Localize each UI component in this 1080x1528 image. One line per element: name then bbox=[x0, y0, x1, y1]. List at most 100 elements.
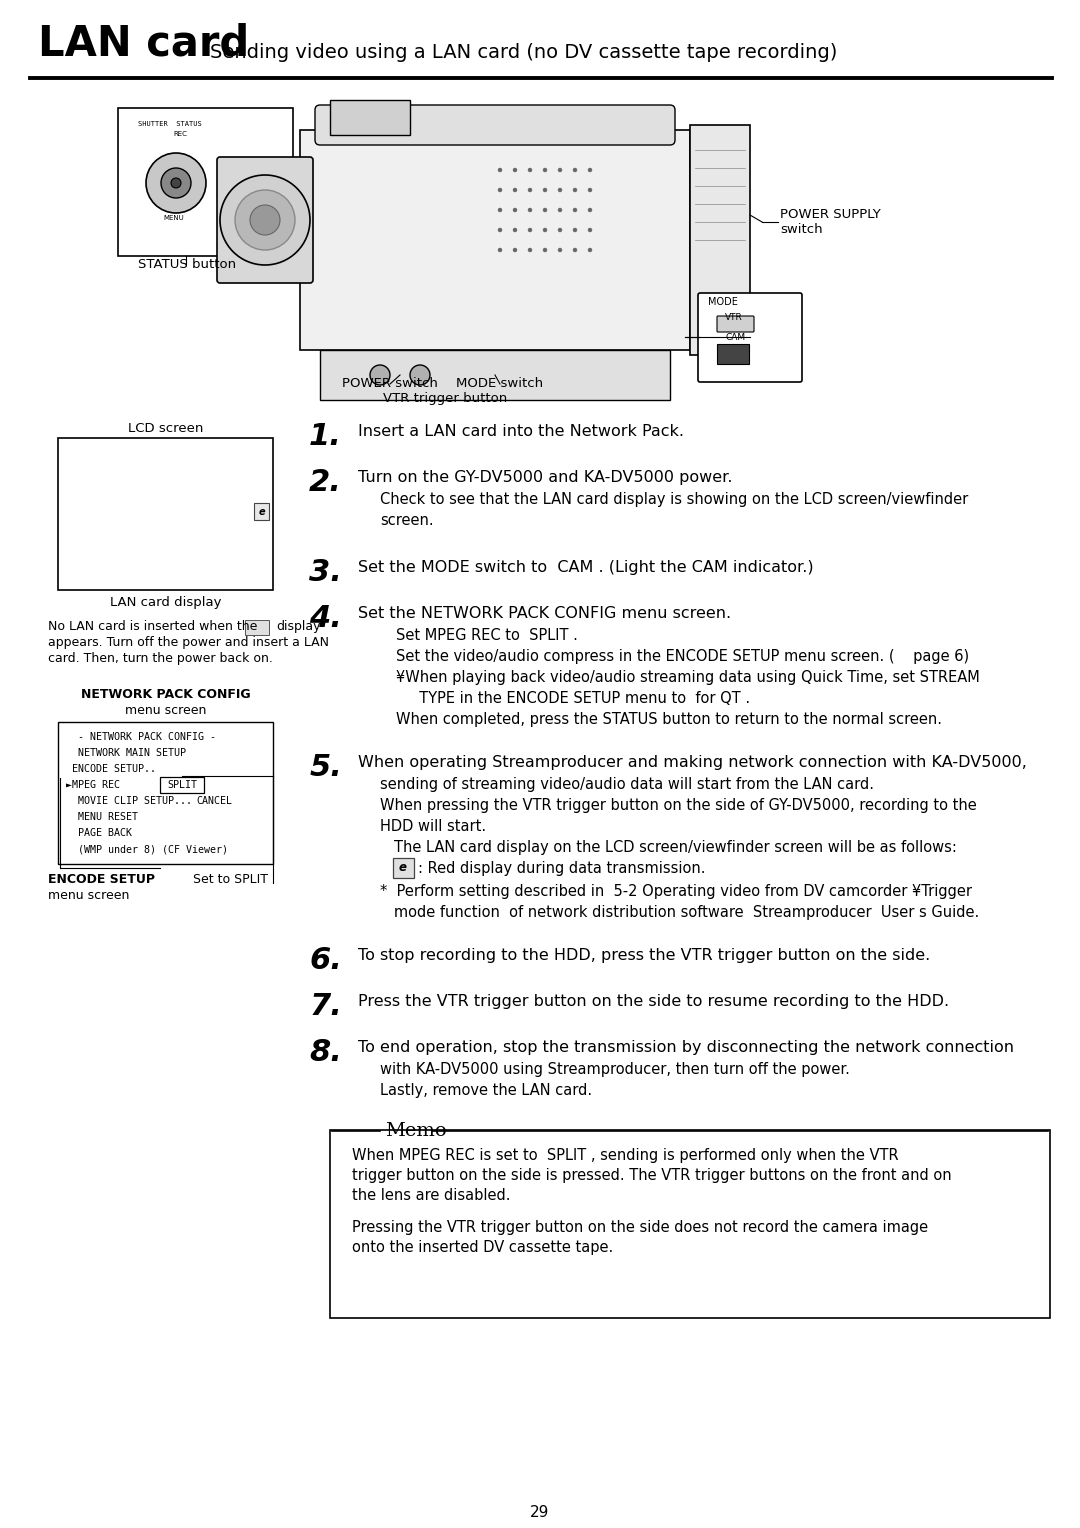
Circle shape bbox=[498, 188, 502, 193]
Text: REC: REC bbox=[173, 131, 187, 138]
Text: 5.: 5. bbox=[309, 753, 342, 782]
Text: menu screen: menu screen bbox=[48, 889, 130, 902]
Text: e: e bbox=[258, 507, 265, 516]
Circle shape bbox=[513, 168, 517, 173]
Circle shape bbox=[543, 188, 546, 193]
Circle shape bbox=[558, 188, 562, 193]
FancyBboxPatch shape bbox=[245, 620, 269, 636]
Text: 3.: 3. bbox=[309, 558, 342, 587]
Circle shape bbox=[588, 248, 592, 252]
Circle shape bbox=[146, 153, 206, 212]
FancyBboxPatch shape bbox=[717, 344, 750, 364]
Text: ¥When playing back video/audio streaming data using Quick Time, set STREAM: ¥When playing back video/audio streaming… bbox=[396, 669, 980, 685]
Text: MOVIE CLIP SETUP...: MOVIE CLIP SETUP... bbox=[66, 796, 192, 805]
Circle shape bbox=[573, 248, 577, 252]
Text: No LAN card is inserted when the: No LAN card is inserted when the bbox=[48, 620, 257, 633]
Circle shape bbox=[558, 248, 562, 252]
Circle shape bbox=[370, 365, 390, 385]
Text: the lens are disabled.: the lens are disabled. bbox=[352, 1187, 511, 1203]
Text: card. Then, turn the power back on.: card. Then, turn the power back on. bbox=[48, 652, 273, 665]
Text: Sending video using a LAN card (no DV cassette tape recording): Sending video using a LAN card (no DV ca… bbox=[210, 43, 837, 63]
Circle shape bbox=[161, 168, 191, 199]
Text: LAN card display: LAN card display bbox=[110, 596, 221, 610]
Text: POWER SUPPLY: POWER SUPPLY bbox=[780, 208, 881, 222]
FancyBboxPatch shape bbox=[217, 157, 313, 283]
Circle shape bbox=[498, 248, 502, 252]
Circle shape bbox=[513, 188, 517, 193]
Text: When completed, press the STATUS button to return to the normal screen.: When completed, press the STATUS button … bbox=[396, 712, 942, 727]
Text: appears. Turn off the power and insert a LAN: appears. Turn off the power and insert a… bbox=[48, 636, 329, 649]
Text: menu screen: menu screen bbox=[125, 704, 206, 717]
Circle shape bbox=[528, 208, 532, 212]
Text: TYPE in the ENCODE SETUP menu to  for QT .: TYPE in the ENCODE SETUP menu to for QT … bbox=[410, 691, 751, 706]
Text: e: e bbox=[399, 860, 407, 874]
Circle shape bbox=[513, 248, 517, 252]
Text: 7.: 7. bbox=[309, 992, 342, 1021]
Text: switch: switch bbox=[780, 223, 823, 235]
Text: Set the NETWORK PACK CONFIG menu screen.: Set the NETWORK PACK CONFIG menu screen. bbox=[357, 607, 731, 620]
Circle shape bbox=[543, 208, 546, 212]
Text: Memo: Memo bbox=[384, 1122, 447, 1140]
Circle shape bbox=[558, 228, 562, 232]
Circle shape bbox=[573, 208, 577, 212]
FancyBboxPatch shape bbox=[58, 439, 273, 590]
Circle shape bbox=[513, 208, 517, 212]
Circle shape bbox=[573, 188, 577, 193]
Circle shape bbox=[513, 228, 517, 232]
Text: trigger button on the side is pressed. The VTR trigger buttons on the front and : trigger button on the side is pressed. T… bbox=[352, 1167, 951, 1183]
Text: CANCEL: CANCEL bbox=[195, 796, 232, 805]
FancyBboxPatch shape bbox=[320, 350, 670, 400]
Text: Set MPEG REC to  SPLIT .: Set MPEG REC to SPLIT . bbox=[396, 628, 578, 643]
Circle shape bbox=[498, 228, 502, 232]
Text: Press the VTR trigger button on the side to resume recording to the HDD.: Press the VTR trigger button on the side… bbox=[357, 995, 949, 1008]
Text: When operating Streamproducer and making network connection with KA-DV5000,: When operating Streamproducer and making… bbox=[357, 755, 1027, 770]
Text: NETWORK PACK CONFIG: NETWORK PACK CONFIG bbox=[81, 688, 251, 701]
Text: STATUS button: STATUS button bbox=[138, 258, 237, 270]
Text: MODE: MODE bbox=[708, 296, 738, 307]
Text: 6.: 6. bbox=[309, 946, 342, 975]
Text: LAN card: LAN card bbox=[38, 21, 249, 64]
Circle shape bbox=[528, 228, 532, 232]
Circle shape bbox=[171, 177, 181, 188]
Circle shape bbox=[573, 228, 577, 232]
Text: Lastly, remove the LAN card.: Lastly, remove the LAN card. bbox=[380, 1083, 592, 1099]
Text: sending of streaming video/audio data will start from the LAN card.: sending of streaming video/audio data wi… bbox=[380, 778, 874, 792]
Text: VTR trigger button: VTR trigger button bbox=[383, 393, 508, 405]
Circle shape bbox=[410, 365, 430, 385]
FancyBboxPatch shape bbox=[300, 130, 690, 350]
FancyBboxPatch shape bbox=[698, 293, 802, 382]
Text: MENU RESET: MENU RESET bbox=[66, 811, 138, 822]
Circle shape bbox=[588, 228, 592, 232]
Text: When MPEG REC is set to  SPLIT , sending is performed only when the VTR: When MPEG REC is set to SPLIT , sending … bbox=[352, 1148, 899, 1163]
Text: mode function  of network distribution software  Streamproducer  User s Guide.: mode function of network distribution so… bbox=[380, 905, 980, 920]
Text: CAM: CAM bbox=[725, 333, 745, 342]
Text: To stop recording to the HDD, press the VTR trigger button on the side.: To stop recording to the HDD, press the … bbox=[357, 947, 930, 963]
Text: 1.: 1. bbox=[309, 422, 342, 451]
Text: Check to see that the LAN card display is showing on the LCD screen/viewfinder: Check to see that the LAN card display i… bbox=[380, 492, 969, 507]
Circle shape bbox=[528, 248, 532, 252]
Text: SPLIT: SPLIT bbox=[167, 779, 197, 790]
FancyBboxPatch shape bbox=[330, 1131, 1050, 1319]
Circle shape bbox=[528, 168, 532, 173]
Text: NETWORK MAIN SETUP: NETWORK MAIN SETUP bbox=[66, 749, 186, 758]
Text: 2.: 2. bbox=[309, 468, 342, 497]
FancyBboxPatch shape bbox=[392, 857, 414, 877]
Text: PAGE BACK: PAGE BACK bbox=[66, 828, 132, 837]
Text: LCD screen: LCD screen bbox=[127, 422, 203, 435]
Text: screen.: screen. bbox=[380, 513, 434, 529]
Circle shape bbox=[528, 188, 532, 193]
Circle shape bbox=[235, 189, 295, 251]
Circle shape bbox=[543, 248, 546, 252]
Text: MODE switch: MODE switch bbox=[457, 377, 543, 390]
Text: SHUTTER  STATUS: SHUTTER STATUS bbox=[138, 121, 202, 127]
Circle shape bbox=[573, 168, 577, 173]
Text: To end operation, stop the transmission by disconnecting the network connection: To end operation, stop the transmission … bbox=[357, 1041, 1014, 1054]
Text: (WMP under 8) (CF Viewer): (WMP under 8) (CF Viewer) bbox=[66, 843, 228, 854]
FancyBboxPatch shape bbox=[160, 778, 204, 793]
Text: 4.: 4. bbox=[309, 604, 342, 633]
FancyBboxPatch shape bbox=[330, 99, 410, 134]
Circle shape bbox=[558, 208, 562, 212]
Text: MENU: MENU bbox=[163, 215, 184, 222]
Text: Set the video/audio compress in the ENCODE SETUP menu screen. (    page 6): Set the video/audio compress in the ENCO… bbox=[396, 649, 969, 665]
Circle shape bbox=[588, 188, 592, 193]
